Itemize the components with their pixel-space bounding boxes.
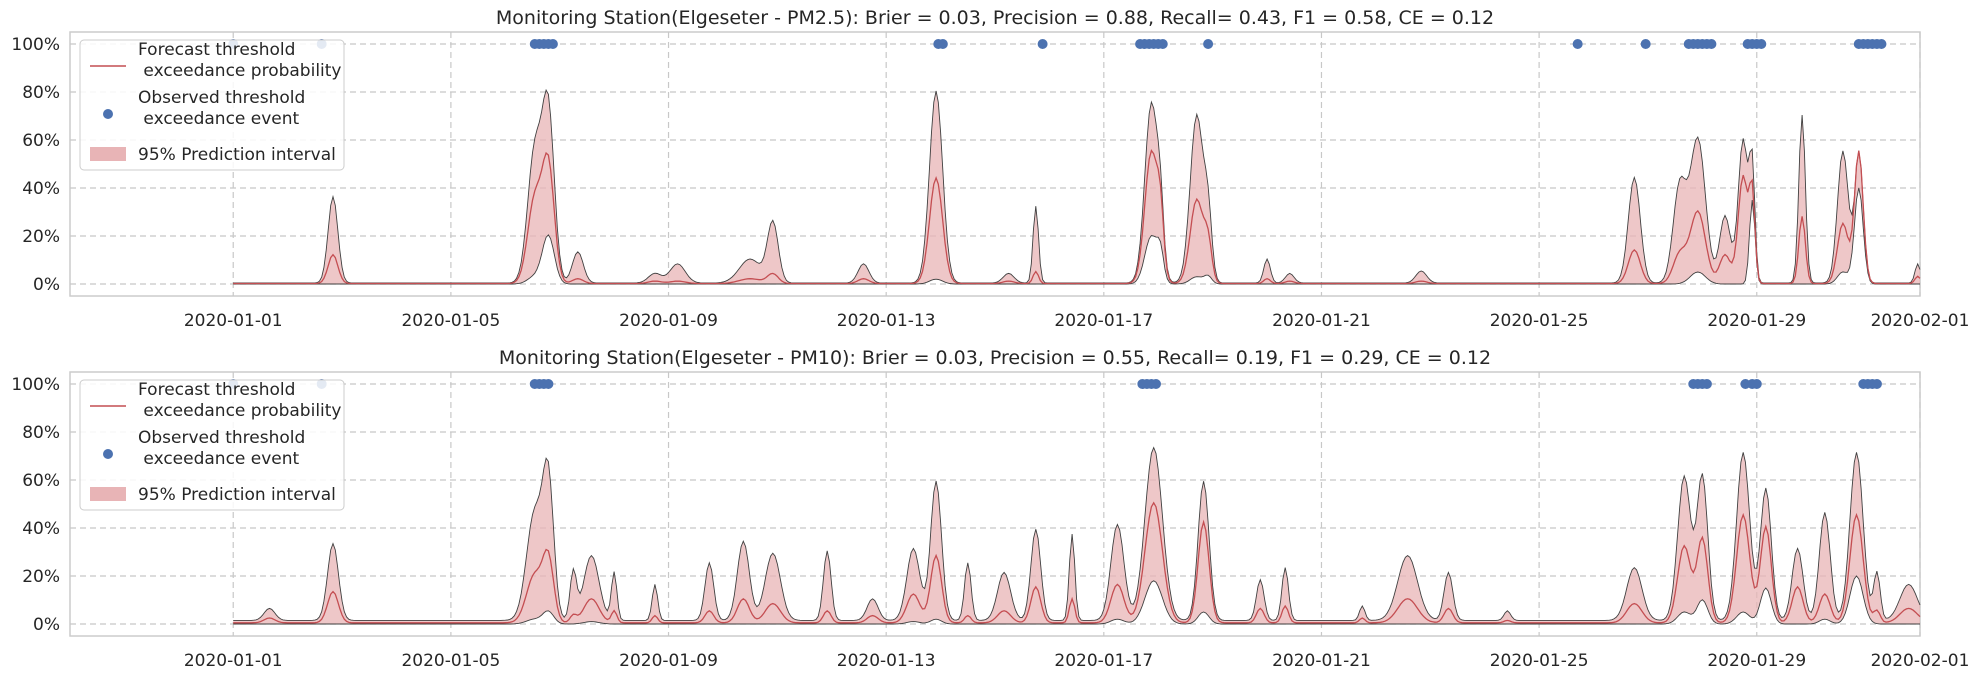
x-tick-label: 2020-01-25 xyxy=(1490,651,1589,671)
y-tick-label: 0% xyxy=(33,275,60,295)
legend-label: Observed threshold exceedance event xyxy=(138,428,305,469)
x-tick-label: 2020-01-05 xyxy=(401,311,500,331)
x-tick-label: 2020-01-13 xyxy=(837,651,936,671)
x-tick-label: 2020-01-25 xyxy=(1490,311,1589,331)
forecast-probability-line xyxy=(233,501,1921,624)
x-tick-label: 2020-01-29 xyxy=(1707,311,1806,331)
observed-event-point xyxy=(1203,39,1214,49)
y-tick-label: 60% xyxy=(22,131,60,151)
observed-event-point xyxy=(937,39,948,49)
observed-event-point xyxy=(1037,39,1048,49)
x-tick-label: 2020-01-21 xyxy=(1272,651,1371,671)
y-tick-label: 20% xyxy=(22,567,60,587)
observed-event-point xyxy=(1751,379,1762,389)
observed-event-point xyxy=(1150,379,1161,389)
y-tick-label: 60% xyxy=(22,471,60,491)
observed-event-point xyxy=(1640,39,1651,49)
chart-title: Monitoring Station(Elgeseter - PM10): Br… xyxy=(499,347,1491,369)
x-tick-label: 2020-01-09 xyxy=(619,651,718,671)
x-tick-label: 2020-01-05 xyxy=(401,651,500,671)
x-tick-label: 2020-02-01 xyxy=(1871,651,1970,671)
y-tick-label: 100% xyxy=(11,35,60,55)
y-tick-label: 100% xyxy=(11,375,60,395)
observed-event-point xyxy=(543,379,554,389)
y-tick-label: 40% xyxy=(22,179,60,199)
x-tick-label: 2020-01-13 xyxy=(837,311,936,331)
legend-swatch-band xyxy=(90,487,126,501)
observed-event-point xyxy=(1572,39,1583,49)
legend-label: 95% Prediction interval xyxy=(138,145,336,165)
y-tick-label: 80% xyxy=(22,83,60,103)
observed-event-point xyxy=(1706,39,1717,49)
x-tick-label: 2020-01-09 xyxy=(619,311,718,331)
x-tick-label: 2020-01-21 xyxy=(1272,311,1371,331)
y-tick-label: 40% xyxy=(22,519,60,539)
observed-event-point xyxy=(547,39,558,49)
legend-swatch-band xyxy=(90,147,126,161)
x-tick-label: 2020-01-29 xyxy=(1707,651,1806,671)
legend-swatch-marker xyxy=(103,109,113,119)
plot-area xyxy=(69,31,1921,297)
interval-lower-line xyxy=(233,575,1920,625)
x-tick-label: 2020-02-01 xyxy=(1871,311,1970,331)
x-tick-label: 2020-01-01 xyxy=(184,651,283,671)
legend-label: Observed threshold exceedance event xyxy=(138,88,305,129)
chart-title: Monitoring Station(Elgeseter - PM2.5): B… xyxy=(496,7,1494,29)
legend-label: Forecast threshold exceedance probabilit… xyxy=(138,380,342,421)
observed-event-point xyxy=(1157,39,1168,49)
forecast-probability-line xyxy=(233,148,1921,285)
legend-label: 95% Prediction interval xyxy=(138,485,336,505)
chart-panel-1: 0% 20% 40% 60% 80% 100% 2020-01-01 2020-01-05 20… xyxy=(11,7,1969,331)
legend-box xyxy=(79,379,345,511)
observed-event-point xyxy=(1876,39,1887,49)
legend-label: Forecast threshold exceedance probabilit… xyxy=(138,40,342,81)
x-tick-label: 2020-01-17 xyxy=(1054,311,1153,331)
legend-swatch-marker xyxy=(103,449,113,459)
prediction-interval-band xyxy=(233,447,1921,624)
y-tick-label: 20% xyxy=(22,227,60,247)
y-tick-label: 80% xyxy=(22,423,60,443)
x-tick-label: 2020-01-17 xyxy=(1054,651,1153,671)
y-tick-label: 0% xyxy=(33,615,60,635)
x-tick-label: 2020-01-01 xyxy=(184,311,283,331)
observed-event-point xyxy=(1871,379,1882,389)
chart-panel-2: 0% 20% 40% 60% 80% 100% 2020-01-01 2020-01-05 20… xyxy=(11,347,1969,671)
observed-event-point xyxy=(1701,379,1712,389)
legend-box xyxy=(79,39,345,171)
interval-upper-line xyxy=(233,446,1921,621)
observed-event-point xyxy=(1756,39,1767,49)
plot-area xyxy=(69,371,1921,637)
